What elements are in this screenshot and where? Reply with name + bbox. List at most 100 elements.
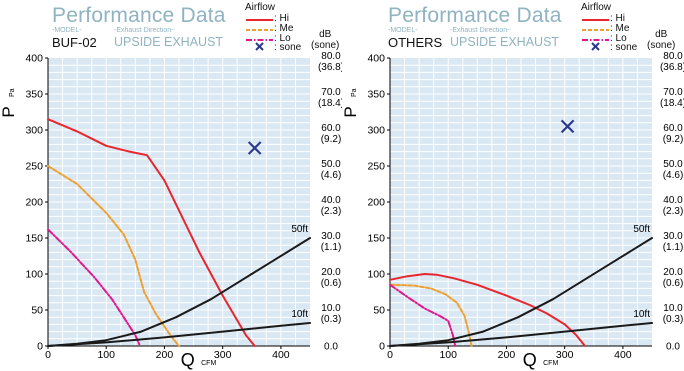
y-tick-label: 50 — [31, 305, 43, 317]
y-axis-label: P — [0, 106, 18, 117]
y-tick-label: 400 — [25, 53, 43, 65]
exhaust-direction: UPSIDE EXHAUST — [450, 35, 560, 49]
db-tick-label: 0.0 — [324, 342, 338, 353]
y-tick-label: 350 — [367, 89, 385, 101]
y-tick-label: 200 — [367, 197, 385, 209]
chart-title: Performance Data — [52, 4, 226, 27]
db-tick-label: 40.0 (2.3) — [663, 195, 684, 217]
y-tick-label: 200 — [25, 197, 43, 209]
y-tick-label: 50 — [373, 305, 385, 317]
db-tick-label: 70.0 (18.4) — [318, 87, 342, 109]
db-axis-header: dB (sone) — [311, 29, 339, 51]
x-tick-label: 400 — [614, 349, 632, 361]
x-tick-label: 0 — [45, 349, 51, 361]
x-axis-label: Q — [181, 350, 195, 370]
y-axis-unit: Pa — [9, 88, 16, 97]
legend-swatch-sone — [255, 42, 264, 51]
sone-marker — [247, 141, 262, 155]
sone-label: (sone) — [311, 40, 340, 51]
airflow-title: Airflow — [581, 2, 612, 13]
performance-chart-svg: 0 50 100 150 200 250 300 350 400 0 100 200 300 400 0.0… — [342, 51, 684, 370]
model-name: BUF-02 — [52, 35, 97, 50]
db-tick-label: 80.0 (36.8) — [318, 51, 342, 73]
series-line-hi — [389, 273, 586, 347]
legend-swatches — [246, 19, 273, 51]
performance-chart-svg: 0 50 100 150 200 250 300 350 400 0 100 200 300 400 0.0… — [0, 51, 342, 370]
y-tick-label: 100 — [25, 269, 43, 281]
db-tick-label: 10.0 (0.3) — [663, 303, 684, 325]
y-tick-label: 100 — [367, 269, 385, 281]
y-tick-label: 150 — [25, 233, 43, 245]
series-line-lo — [389, 283, 457, 347]
db-label: dB — [655, 29, 668, 40]
x-tick-label: 200 — [498, 349, 516, 361]
legend-label-lo: : Lo — [610, 33, 627, 44]
y-tick-label: 150 — [367, 233, 385, 245]
db-tick-label: 40.0 (2.3) — [321, 195, 342, 217]
legend-label-lo: : Lo — [274, 33, 291, 44]
db-tick-label: 20.0 (0.6) — [321, 267, 342, 289]
series-line-10ft — [389, 322, 653, 347]
model-caption: -MODEL- — [388, 27, 418, 34]
x-tick-label: 100 — [97, 349, 115, 361]
duct-length-label: 50ft — [291, 224, 308, 235]
db-tick-label: 0.0 — [666, 342, 680, 353]
db-tick-label: 60.0 (9.2) — [321, 123, 342, 145]
y-tick-label: 0 — [37, 341, 43, 353]
sone-label: (sone) — [647, 40, 676, 51]
legend-label-me: : Me — [610, 23, 630, 34]
series-line-me — [389, 283, 473, 347]
y-axis-unit: Pa — [351, 88, 358, 97]
grid-lines — [48, 58, 310, 346]
duct-length-label: 10ft — [291, 309, 308, 320]
db-tick-label: 60.0 (9.2) — [663, 123, 684, 145]
sone-marker — [560, 119, 575, 134]
y-tick-label: 300 — [367, 125, 385, 137]
y-tick-label: 350 — [25, 89, 43, 101]
db-tick-label: 20.0 (0.6) — [663, 267, 684, 289]
x-axis-label: Q — [523, 350, 537, 370]
db-label: dB — [319, 29, 332, 40]
x-tick-label: 0 — [387, 349, 393, 361]
exhaust-caption: -Exhaust Direction- — [114, 27, 174, 34]
y-tick-label: 250 — [25, 161, 43, 173]
exhaust-direction: UPSIDE EXHAUST — [114, 35, 224, 49]
db-tick-label: 50.0 (4.6) — [663, 159, 684, 181]
legend-label-hi: : Hi — [274, 13, 289, 24]
series-line-10ft — [47, 322, 311, 347]
db-tick-label: 10.0 (0.3) — [321, 303, 342, 325]
chart-panel-others: Performance Data -MODEL- OTHERS -Exhaust… — [342, 0, 684, 371]
exhaust-caption: -Exhaust Direction- — [450, 27, 510, 34]
y-tick-label: 250 — [367, 161, 385, 173]
y-axis-label: P — [342, 106, 360, 117]
db-tick-label: 50.0 (4.6) — [321, 159, 342, 181]
db-axis-header: dB (sone) — [647, 29, 675, 51]
x-tick-label: 400 — [272, 349, 290, 361]
legend-swatch-sone — [591, 42, 600, 51]
legend-label-sone: : sone — [610, 42, 638, 53]
x-axis-unit: CFM — [543, 360, 558, 367]
y-tick-label: 0 — [379, 341, 385, 353]
y-tick-label: 400 — [367, 53, 385, 65]
airflow-title: Airflow — [245, 2, 276, 13]
chart-title: Performance Data — [388, 4, 562, 27]
x-tick-label: 200 — [156, 349, 174, 361]
duct-length-label: 50ft — [633, 224, 650, 235]
legend-swatches — [582, 19, 609, 51]
grid-lines — [390, 58, 652, 346]
model-name: OTHERS — [388, 35, 443, 50]
series-line-lo — [47, 228, 141, 347]
legend-label-me: : Me — [274, 23, 294, 34]
x-tick-label: 300 — [214, 349, 232, 361]
x-axis-unit: CFM — [201, 360, 216, 367]
db-tick-label: 30.0 (1.1) — [321, 231, 342, 253]
duct-length-label: 10ft — [633, 309, 650, 320]
legend-label-sone: : sone — [274, 42, 302, 53]
db-tick-label: 70.0 (18.4) — [660, 87, 684, 109]
legend-label-hi: : Hi — [610, 13, 625, 24]
db-tick-label: 80.0 (36.8) — [660, 51, 684, 73]
model-caption: -MODEL- — [52, 27, 82, 34]
series-line-me — [47, 165, 180, 347]
x-tick-label: 100 — [439, 349, 457, 361]
db-tick-label: 30.0 (1.1) — [663, 231, 684, 253]
